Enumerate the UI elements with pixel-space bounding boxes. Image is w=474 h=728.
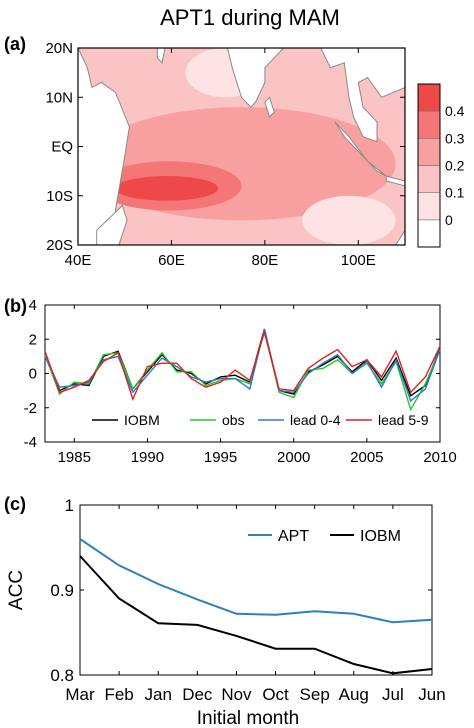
colorbar-swatch xyxy=(417,165,441,193)
land-mass-0 xyxy=(78,48,130,245)
colorbar: 0 0.1 0.2 0.3 0.4 xyxy=(417,83,465,248)
colorbar-frame xyxy=(417,83,441,248)
colorbar-swatch xyxy=(417,219,441,248)
ts-ytick-label: 0 xyxy=(29,366,37,383)
acc-xtick-label: Dec xyxy=(182,685,213,704)
land-mass-6 xyxy=(385,175,405,187)
land-mass-5 xyxy=(334,121,387,177)
map-xtick-label: 60E xyxy=(158,252,185,269)
colorbar-swatch xyxy=(417,110,441,139)
colorbar-swatch xyxy=(417,138,441,166)
ts-series-line xyxy=(44,329,441,402)
acc-xlabel: Initial month xyxy=(197,708,299,728)
acc-frame xyxy=(79,504,433,676)
ts-xtick-label: 1985 xyxy=(58,449,91,466)
ts-legend-label: IOBM xyxy=(124,412,160,428)
field-layer xyxy=(78,48,405,245)
acc-ytick-label: 0.8 xyxy=(50,666,74,685)
madagascar xyxy=(96,204,128,245)
panel-a-map: 40E 60E 80E 100E 20N 10N EQ 10S 20S xyxy=(45,40,406,269)
ts-xtick-label: 1995 xyxy=(204,449,237,466)
acc-xtick-label: Feb xyxy=(104,685,133,704)
map-xtick-label: 80E xyxy=(252,252,279,269)
colorbar-swatch xyxy=(417,83,441,112)
map-xtick-label: 100E xyxy=(341,252,376,269)
acc-series-line xyxy=(79,538,433,624)
panel-a-label: (a) xyxy=(4,34,26,54)
land-mass-2 xyxy=(217,48,285,108)
ts-legend-label: lead 5-9 xyxy=(378,412,429,428)
panel-b-label: (b) xyxy=(4,296,27,316)
acc-xtick-label: Jul xyxy=(382,685,404,704)
ts-xtick-label: 2005 xyxy=(350,449,383,466)
acc-ytick-label: 1 xyxy=(65,496,74,515)
land-mass-7 xyxy=(395,229,405,245)
ts-xtick-label: 2000 xyxy=(277,449,310,466)
map-ytick-label: EQ xyxy=(51,139,73,156)
map-ytick-label: 10S xyxy=(46,188,73,205)
panel-c-label: (c) xyxy=(4,494,26,514)
ts-ytick-label: -2 xyxy=(24,400,37,417)
colorbar-label: 0.2 xyxy=(445,158,465,174)
acc-xtick-label: Jan xyxy=(145,685,172,704)
ts-legend-label: obs xyxy=(222,412,245,428)
acc-xtick-label: Nov xyxy=(221,685,252,704)
map-ytick-label: 10N xyxy=(45,89,73,106)
field-region-4 xyxy=(302,195,396,245)
figure-title: APT1 during MAM xyxy=(160,5,340,30)
acc-ytick-label: 0.9 xyxy=(50,581,74,600)
map-ytick-label: 20N xyxy=(45,40,73,57)
acc-xtick-label: Mar xyxy=(65,685,95,704)
ts-xtick-label: 2010 xyxy=(423,449,456,466)
ts-ytick-label: -4 xyxy=(24,434,37,451)
ts-ytick-label: 2 xyxy=(29,331,37,348)
colorbar-swatch xyxy=(417,192,441,221)
field-region-3 xyxy=(115,176,219,201)
acc-series-line xyxy=(79,555,433,675)
panel-b-timeseries: 1985 1990 1995 2000 2005 2010 -4 -2 0 2 4 IOBM obs le… xyxy=(24,297,457,466)
acc-legend-label: APT xyxy=(278,528,309,545)
ts-xtick-label: 1990 xyxy=(131,449,164,466)
land-mass-4 xyxy=(320,48,405,143)
ts-series-line xyxy=(44,328,441,403)
acc-xtick-label: Aug xyxy=(339,685,369,704)
acc-xtick-label: Sep xyxy=(300,685,330,704)
ts-ytick-label: 4 xyxy=(29,297,37,314)
colorbar-label: 0 xyxy=(445,212,453,228)
map-xtick-label: 40E xyxy=(65,252,92,269)
ts-legend-label: lead 0-4 xyxy=(290,412,341,428)
colorbar-label: 0.1 xyxy=(445,185,465,201)
acc-xtick-label: Oct xyxy=(262,685,289,704)
acc-ylabel: ACC xyxy=(6,570,27,610)
panel-c-acc: Mar Feb Jan Dec Nov Oct Sep Aug Jul Jun 0.8 0.9 1 ACC… xyxy=(6,496,446,728)
acc-legend-label: IOBM xyxy=(360,528,401,545)
map-ytick-label: 20S xyxy=(46,237,73,254)
acc-xtick-label: Jun xyxy=(418,685,445,704)
land-mass-1 xyxy=(156,48,166,64)
colorbar-label: 0.3 xyxy=(445,130,465,146)
colorbar-label: 0.4 xyxy=(445,103,465,119)
land-mass-3 xyxy=(264,96,275,118)
